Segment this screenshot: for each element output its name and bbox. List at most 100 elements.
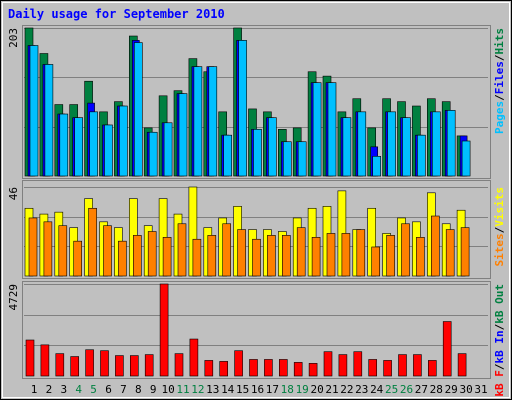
y-tick-label: 203 xyxy=(7,28,20,48)
bar xyxy=(193,66,203,177)
bar xyxy=(353,351,363,377)
bar xyxy=(28,217,38,277)
bar xyxy=(417,134,426,177)
bar xyxy=(177,223,187,277)
bar xyxy=(297,141,307,177)
x-tick-label: 29 xyxy=(445,383,458,396)
x-tick-label: 7 xyxy=(120,383,127,396)
bar xyxy=(115,355,124,377)
x-tick-label: 5 xyxy=(90,383,97,396)
bar xyxy=(372,156,382,177)
bar xyxy=(73,240,82,277)
x-tick-label: 15 xyxy=(236,383,249,396)
bar xyxy=(249,359,258,377)
bar xyxy=(89,111,98,177)
bar xyxy=(208,66,218,177)
x-tick-label: 20 xyxy=(310,383,323,396)
x-tick-label: 18 xyxy=(281,383,294,396)
bar xyxy=(446,110,456,177)
bar xyxy=(398,354,407,377)
bar xyxy=(58,225,68,277)
bar xyxy=(133,235,142,277)
x-tick-label: 3 xyxy=(60,383,67,396)
bar xyxy=(70,356,79,377)
bar xyxy=(100,350,109,377)
legend-entry: Hits xyxy=(493,28,506,55)
bar xyxy=(264,359,273,377)
bar xyxy=(338,354,348,377)
x-tick-label: 26 xyxy=(400,383,413,396)
bar xyxy=(238,40,247,177)
legend: Sites/Visits xyxy=(493,187,506,267)
bar xyxy=(278,359,288,377)
bar xyxy=(174,353,184,377)
legend-entry: kB In xyxy=(493,330,506,363)
bar xyxy=(326,233,336,277)
bar xyxy=(103,225,112,277)
x-tick-label: 10 xyxy=(161,383,174,396)
bar xyxy=(25,339,35,377)
x-tick-label: 4 xyxy=(75,383,82,396)
bar xyxy=(267,235,276,277)
x-tick-label: 6 xyxy=(105,383,112,396)
bar xyxy=(282,141,292,177)
legend-separator: / xyxy=(493,363,506,370)
bar xyxy=(118,240,127,277)
bar xyxy=(431,111,441,177)
bar xyxy=(189,338,199,377)
legend-separator: / xyxy=(493,323,506,330)
bar xyxy=(252,238,261,277)
bar xyxy=(430,215,440,277)
x-tick-label: 14 xyxy=(221,383,235,396)
bar xyxy=(341,233,351,277)
legend-entry: Sites xyxy=(493,233,506,266)
bar xyxy=(144,354,154,377)
x-tick-label: 21 xyxy=(325,383,338,396)
bar xyxy=(416,237,425,277)
x-tick-label: 27 xyxy=(415,383,428,396)
legend-separator: / xyxy=(493,226,506,233)
bar xyxy=(401,223,410,277)
legend-separator: / xyxy=(493,94,506,101)
bar xyxy=(162,237,172,277)
x-tick-label: 25 xyxy=(385,383,398,396)
chart-title: Daily usage for September 2010 xyxy=(8,7,225,21)
x-tick-label: 17 xyxy=(266,383,279,396)
bar xyxy=(29,45,39,177)
x-tick-label: 16 xyxy=(251,383,264,396)
bar xyxy=(461,140,471,177)
bar xyxy=(327,82,337,177)
bar xyxy=(312,82,322,177)
legend-entry: Files xyxy=(493,61,506,94)
bar xyxy=(148,131,158,177)
bar xyxy=(134,42,143,177)
x-tick-label: 24 xyxy=(370,383,384,396)
bar xyxy=(268,117,277,177)
bar xyxy=(342,117,352,177)
bar xyxy=(323,351,333,377)
bar xyxy=(163,122,173,177)
x-tick-label: 8 xyxy=(135,383,142,396)
legend: kB F/kB In/kB Out xyxy=(493,284,506,397)
bar xyxy=(219,361,228,377)
x-tick-label: 12 xyxy=(191,383,204,396)
bar xyxy=(222,223,231,277)
x-tick-label: 1 xyxy=(31,383,38,396)
bar xyxy=(74,117,83,177)
bar xyxy=(237,229,246,277)
legend-entry: Visits xyxy=(493,187,506,227)
bar xyxy=(308,363,318,377)
bar xyxy=(192,238,202,277)
bar xyxy=(55,353,65,377)
legend-entry: kB F xyxy=(493,370,506,397)
legend-entry: kB Out xyxy=(493,284,506,324)
bar xyxy=(234,350,243,377)
legend-entry: Pages xyxy=(493,101,506,134)
bar xyxy=(386,235,395,277)
x-tick-label: 11 xyxy=(176,383,189,396)
x-tick-label: 31 xyxy=(474,383,487,396)
bar xyxy=(44,64,54,177)
legend: Pages/Files/Hits xyxy=(493,28,506,134)
x-tick-label: 30 xyxy=(459,383,472,396)
